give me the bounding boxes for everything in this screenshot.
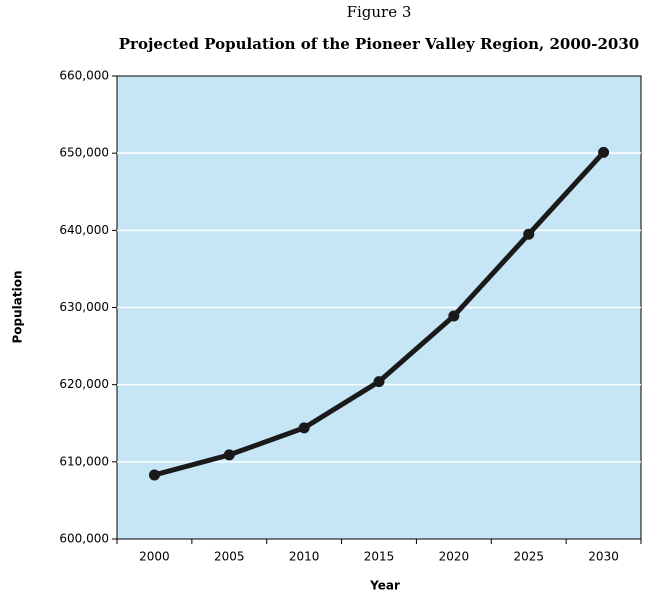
y-tick-label: 600,000 <box>59 532 109 546</box>
x-tick-label: 2030 <box>588 550 619 564</box>
point <box>223 449 235 461</box>
point <box>148 469 160 481</box>
x-tick-label: 2000 <box>139 550 170 564</box>
y-tick-label: 650,000 <box>59 146 109 160</box>
point <box>598 146 610 158</box>
y-tick-label: 630,000 <box>59 300 109 314</box>
x-tick-label: 2015 <box>364 550 395 564</box>
y-axis-label: Population <box>11 270 25 343</box>
x-axis-label: Year <box>369 579 400 593</box>
y-tick-label: 660,000 <box>59 69 109 83</box>
y-tick-label: 620,000 <box>59 377 109 391</box>
point <box>448 310 460 322</box>
x-tick-label: 2010 <box>289 550 320 564</box>
point <box>298 422 310 434</box>
y-tick-label: 640,000 <box>59 223 109 237</box>
x-tick-label: 2005 <box>214 550 245 564</box>
x-tick-label: 2025 <box>513 550 544 564</box>
chart-title: Figure 3 <box>347 3 412 21</box>
point <box>373 376 385 388</box>
point <box>523 228 535 240</box>
x-tick-label: 2020 <box>439 550 470 564</box>
y-tick-label: 610,000 <box>59 454 109 468</box>
chart-subtitle: Projected Population of the Pioneer Vall… <box>119 35 639 53</box>
